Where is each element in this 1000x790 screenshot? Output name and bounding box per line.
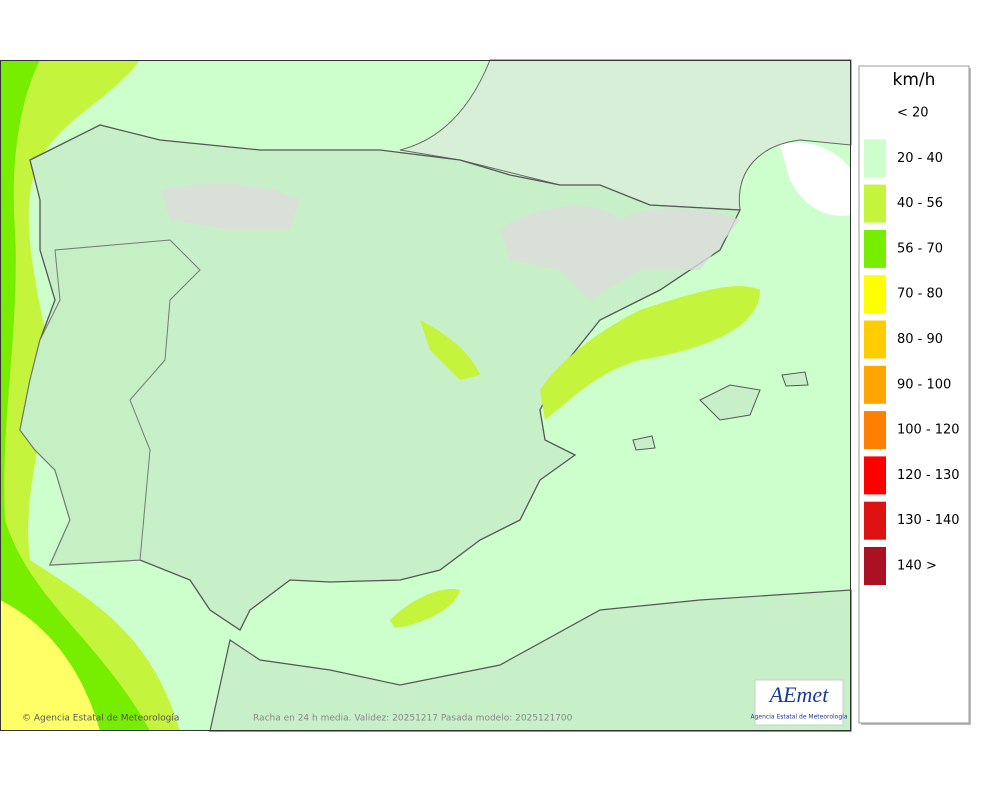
legend-swatch bbox=[864, 320, 886, 359]
island bbox=[781, 371, 809, 387]
legend-swatch bbox=[864, 547, 886, 585]
portugal bbox=[19, 239, 201, 566]
wind-zone bbox=[0, 600, 100, 731]
legend: km/h < 20 20 - 40 40 - 56 56 - 70 70 - 80 80 … bbox=[858, 65, 971, 725]
legend-label: 80 - 90 bbox=[897, 332, 943, 347]
sea-white bbox=[780, 142, 851, 216]
island bbox=[699, 384, 761, 421]
wind-zone bbox=[540, 286, 760, 420]
relief bbox=[500, 206, 740, 300]
legend-label: 90 - 100 bbox=[897, 377, 951, 392]
map bbox=[0, 59, 852, 732]
legend-label: 40 - 56 bbox=[897, 196, 943, 211]
logo-box bbox=[754, 679, 844, 726]
legend-swatch bbox=[864, 275, 886, 314]
legend-swatch bbox=[864, 456, 886, 495]
wind-zone bbox=[390, 589, 460, 628]
legend-swatch bbox=[864, 184, 886, 223]
caption: Racha en 24 h media. Validez: 20251217 P… bbox=[253, 714, 573, 724]
legend-swatch bbox=[864, 139, 886, 178]
legend-label: 120 - 130 bbox=[897, 468, 960, 483]
logo-subtitle: Agencia Estatal de Meteorología bbox=[751, 714, 848, 721]
legend-label: 140 > bbox=[897, 559, 937, 574]
legend-swatch bbox=[864, 365, 886, 404]
map-frame bbox=[0, 60, 851, 731]
logo: AEmet Agencia Estatal de Meteorología bbox=[751, 679, 848, 726]
relief bbox=[160, 183, 300, 230]
legend-label: 130 - 140 bbox=[897, 513, 960, 528]
island bbox=[632, 435, 656, 451]
legend-title: km/h bbox=[893, 70, 936, 90]
legend-label: < 20 bbox=[897, 106, 929, 121]
copyright: © Agencia Estatal de Meteorología bbox=[22, 714, 179, 724]
legend-swatch bbox=[864, 229, 886, 268]
legend-label: 56 - 70 bbox=[897, 241, 943, 256]
legend-swatch bbox=[864, 94, 886, 132]
legend-swatch bbox=[864, 501, 886, 540]
legend-label: 100 - 120 bbox=[897, 423, 960, 438]
legend-swatch bbox=[864, 411, 886, 450]
legend-label: 20 - 40 bbox=[897, 151, 943, 166]
wind-zone bbox=[420, 320, 480, 380]
logo-name: AEmet bbox=[768, 682, 830, 707]
legend-label: 70 - 80 bbox=[897, 287, 943, 302]
